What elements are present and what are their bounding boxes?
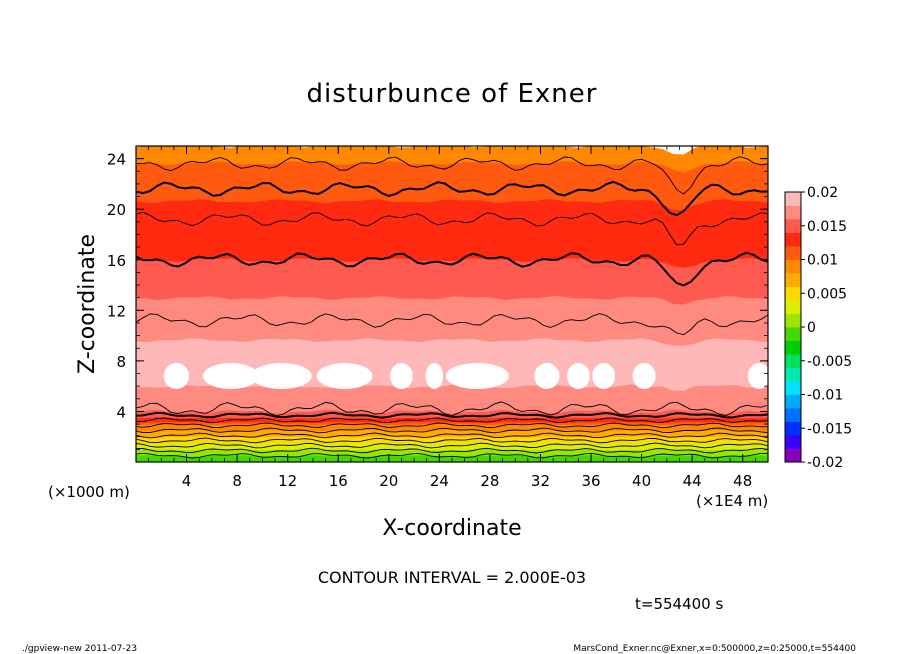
contour-line — [136, 447, 768, 454]
contour-line — [136, 437, 768, 444]
x-tick-label: 24 — [430, 472, 449, 490]
x-tick-label: 44 — [683, 472, 702, 490]
x-tick-label: 20 — [379, 472, 398, 490]
footer-left: ./gpview-new 2011-07-23 — [22, 644, 137, 654]
colorbar-segment — [785, 313, 801, 328]
colorbar-segment — [785, 192, 801, 206]
colorbar-tick-label: -0.005 — [807, 354, 852, 370]
contour-line — [136, 313, 768, 336]
y-tick-label: 12 — [107, 302, 126, 320]
max-region — [534, 363, 560, 389]
colorbar-segment — [785, 354, 801, 368]
x-tick-label: 28 — [480, 472, 499, 490]
colorbar-segment — [785, 327, 801, 341]
colorbar-segment — [785, 381, 801, 395]
max-region — [445, 363, 509, 389]
y-tick-label: 4 — [116, 403, 126, 421]
x-tick-label: 16 — [329, 472, 348, 490]
x-tick-label: 48 — [733, 472, 752, 490]
x-axis-label: X-coordinate — [382, 516, 521, 541]
max-region — [747, 363, 768, 389]
colorbar — [784, 191, 802, 463]
x-tick-label: 32 — [531, 472, 550, 490]
colorbar-tick-label: 0.005 — [807, 286, 847, 302]
x-tick-label: 36 — [581, 472, 600, 490]
y-tick-label: 24 — [107, 151, 126, 169]
colorbar-segment — [785, 408, 801, 422]
max-region — [632, 363, 656, 389]
contour-interval: CONTOUR INTERVAL = 2.000E-03 — [318, 568, 586, 587]
y-tick-label: 20 — [107, 201, 126, 219]
colorbar-tick-label: 0 — [807, 320, 816, 336]
colorbar-tick-label: 0.02 — [807, 185, 838, 201]
contour-lines — [136, 156, 768, 459]
x-tick-label: 12 — [278, 472, 297, 490]
max-region — [390, 363, 413, 389]
contour-line — [136, 417, 768, 424]
colorbar-tick-label: 0.015 — [807, 219, 847, 235]
colorbar-tick-label: 0.01 — [807, 253, 838, 269]
contour-line — [136, 401, 768, 417]
max-region — [425, 363, 444, 389]
max-region — [567, 363, 590, 389]
chart-title: disturbunce of Exner — [307, 79, 598, 109]
max-region — [251, 363, 312, 389]
colorbar-segment — [785, 205, 801, 220]
colorbar-segment — [785, 300, 801, 314]
x-unit-right: (×1E4 m) — [696, 492, 768, 510]
max-region — [203, 363, 259, 389]
contour-line — [136, 180, 768, 217]
contour-line — [136, 442, 768, 449]
x-unit-left: (×1000 m) — [48, 483, 130, 501]
colorbar-segment — [785, 421, 801, 436]
x-tick-label: 4 — [182, 472, 192, 490]
x-tick-label: 40 — [632, 472, 651, 490]
footer-right: MarsCond_Exner.nc@Exner,x=0:500000,z=0:2… — [573, 644, 856, 654]
colorbar-segment — [785, 273, 801, 287]
colorbar-segment — [785, 246, 801, 260]
contour-line — [136, 211, 768, 246]
y-tick-label: 8 — [116, 353, 126, 371]
y-axis-ticks: 4 8 12 16 20 24 — [107, 151, 768, 450]
colorbar-segment — [785, 367, 801, 382]
colorbar-segment — [785, 435, 801, 449]
contour-line — [136, 156, 768, 195]
colorbar-segment — [785, 259, 801, 274]
colorbar-tick-label: -0.01 — [807, 388, 843, 404]
colorbar-tick-label: -0.02 — [807, 455, 843, 471]
contour-line — [136, 422, 768, 429]
colorbar-ticks: 0.02 0.015 0.01 0.005 0 -0.005 -0.01 -0.015 -0.0… — [801, 185, 852, 471]
max-value-regions — [163, 363, 768, 389]
contour-line — [136, 452, 768, 459]
colorbar-segment — [785, 340, 801, 355]
colorbar-segment — [785, 286, 801, 301]
max-region — [163, 363, 189, 389]
contour-line — [136, 251, 768, 287]
y-axis-label: Z-coordinate — [75, 234, 100, 374]
colorbar-segment — [785, 448, 801, 463]
colorbar-segment — [785, 394, 801, 409]
x-axis-ticks: 4 8 12 16 20 24 28 32 36 40 44 48 — [148, 146, 756, 490]
x-tick-label: 8 — [232, 472, 242, 490]
colorbar-tick-label: -0.015 — [807, 421, 852, 437]
contour-line — [136, 411, 768, 419]
max-region — [316, 363, 373, 389]
max-region — [592, 363, 616, 389]
colorbar-segment — [785, 219, 801, 233]
colorbar-segment — [785, 232, 801, 247]
contour-line — [136, 427, 768, 434]
time-label: t=554400 s — [635, 595, 723, 613]
y-tick-label: 16 — [107, 252, 126, 270]
contour-line — [136, 432, 768, 439]
